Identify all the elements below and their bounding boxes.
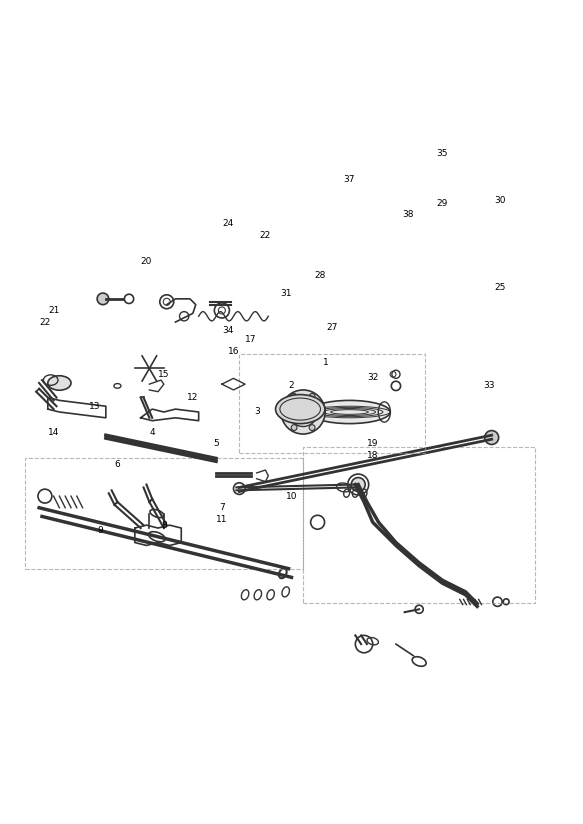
- Text: 6: 6: [114, 460, 120, 469]
- Text: 22: 22: [39, 317, 51, 326]
- Text: 4: 4: [149, 428, 155, 437]
- Text: 19: 19: [367, 439, 378, 448]
- Text: 2: 2: [289, 382, 294, 391]
- Text: 10: 10: [286, 492, 297, 501]
- Circle shape: [282, 409, 288, 415]
- Circle shape: [281, 390, 325, 434]
- Ellipse shape: [48, 376, 71, 391]
- Text: 11: 11: [216, 515, 227, 524]
- Circle shape: [292, 424, 297, 430]
- Text: 29: 29: [437, 199, 448, 208]
- Text: 13: 13: [89, 401, 100, 410]
- Text: 38: 38: [402, 210, 413, 219]
- Circle shape: [292, 394, 297, 400]
- Text: 5: 5: [213, 439, 219, 448]
- Text: 8: 8: [161, 521, 167, 530]
- Text: 28: 28: [315, 271, 326, 280]
- Circle shape: [309, 394, 315, 400]
- Text: 17: 17: [245, 335, 257, 344]
- Text: 16: 16: [228, 347, 239, 356]
- Text: 32: 32: [367, 372, 378, 382]
- Ellipse shape: [309, 400, 390, 424]
- Text: 9: 9: [97, 527, 103, 536]
- Text: 18: 18: [367, 451, 378, 460]
- Text: 30: 30: [494, 196, 506, 204]
- Circle shape: [484, 431, 498, 444]
- Circle shape: [97, 293, 109, 305]
- Circle shape: [309, 424, 315, 430]
- Text: 20: 20: [141, 256, 152, 265]
- Text: 22: 22: [260, 231, 271, 240]
- Text: 14: 14: [48, 428, 59, 437]
- Text: 31: 31: [280, 288, 292, 297]
- Text: 37: 37: [344, 176, 355, 185]
- Circle shape: [352, 478, 365, 491]
- Text: 25: 25: [495, 283, 506, 292]
- Text: 27: 27: [326, 323, 338, 332]
- Text: 12: 12: [187, 393, 199, 402]
- Text: 7: 7: [219, 503, 225, 513]
- Text: 1: 1: [324, 358, 329, 368]
- Ellipse shape: [276, 395, 325, 424]
- Text: 34: 34: [222, 326, 233, 335]
- Text: 15: 15: [158, 370, 170, 379]
- Circle shape: [318, 409, 324, 415]
- Text: 35: 35: [437, 149, 448, 158]
- Text: 24: 24: [222, 219, 233, 228]
- Text: 21: 21: [48, 306, 59, 315]
- Text: 3: 3: [254, 408, 259, 416]
- Text: 33: 33: [483, 382, 494, 391]
